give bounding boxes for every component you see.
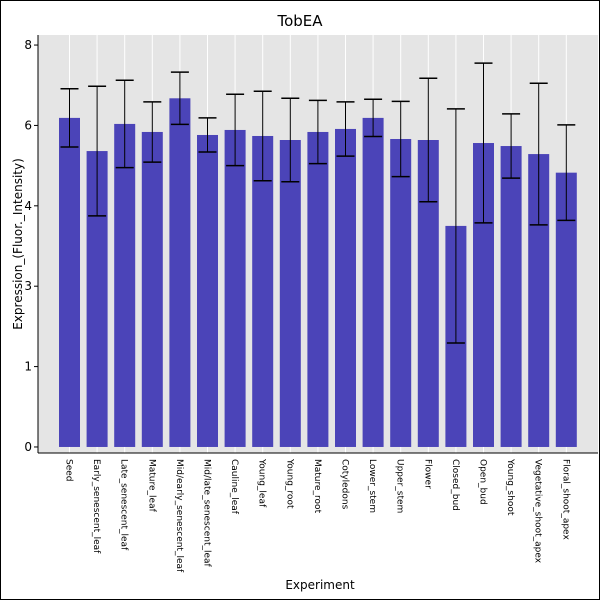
x-tick-label: Closed_bud	[450, 459, 460, 511]
y-tick-label: 1	[24, 360, 32, 374]
bar	[169, 98, 191, 447]
y-tick-label: 0	[24, 440, 32, 454]
bar	[528, 154, 550, 447]
x-tick-label: Floral_shoot_apex	[560, 459, 570, 540]
x-tick-label: Mid/early_senescent_leaf	[174, 459, 184, 573]
bar	[197, 134, 218, 447]
bar	[86, 151, 108, 447]
y-axis-label: Expression_(Fluor._Intensity)	[11, 158, 25, 330]
bar	[500, 146, 522, 447]
bar	[252, 135, 274, 447]
y-tick-label: 6	[24, 118, 32, 132]
bar	[335, 128, 356, 447]
y-tick-label: 4	[24, 199, 32, 213]
x-tick-label: Vegetative_shoot_apex	[533, 459, 543, 564]
bar	[473, 143, 494, 447]
bar	[114, 123, 136, 447]
bar	[279, 140, 301, 447]
x-tick-label: Upper_stem	[395, 459, 405, 513]
x-tick-label: Seed	[64, 459, 74, 482]
x-tick-label: Mature_root	[312, 459, 322, 514]
x-tick-label: Young_leaf	[257, 458, 267, 508]
x-tick-label: Lower_stem	[367, 459, 377, 513]
bar	[417, 140, 439, 447]
x-tick-label: Early_senescent_leaf	[91, 459, 101, 554]
x-tick-label: Cauline_leaf	[229, 459, 239, 515]
x-tick-label: Open_bud	[478, 459, 488, 505]
bar	[390, 138, 412, 447]
x-tick-label: Mature_leaf	[146, 459, 156, 513]
y-tick-label: 3	[24, 279, 32, 293]
bar	[141, 131, 163, 447]
bar	[362, 117, 384, 447]
bar	[224, 129, 246, 447]
bar	[555, 172, 577, 447]
x-tick-label: Late_senescent_leaf	[119, 459, 129, 551]
y-tick-label: 8	[24, 38, 32, 52]
x-tick-label: Cotyledons	[340, 459, 350, 510]
x-tick-label: Mid/late_senescent_leaf	[202, 459, 212, 568]
x-tick-label: Young_shoot	[505, 458, 515, 516]
bar	[59, 117, 80, 447]
bar	[307, 131, 329, 447]
x-axis-label: Experiment	[285, 578, 355, 592]
x-tick-label: Flower	[422, 459, 432, 489]
chart-title: TobEA	[276, 12, 323, 30]
x-tick-label: Young_root	[284, 458, 294, 509]
